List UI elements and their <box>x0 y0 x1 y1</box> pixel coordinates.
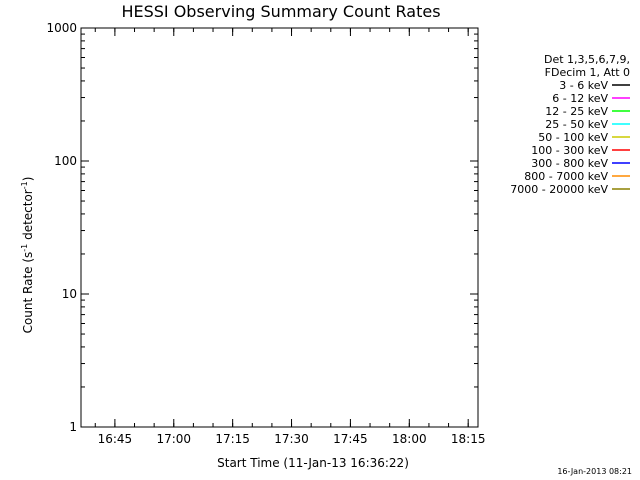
axes: 1 10 100 1000 16:45 17:00 17:15 17:30 17:45 18:00… <box>46 21 485 446</box>
x-tick-label: 16:45 <box>98 432 133 446</box>
legend-entry: 50 - 100 keV <box>538 131 608 144</box>
x-tick-label: 17:45 <box>333 432 368 446</box>
legend-entry: 7000 - 20000 keV <box>510 183 608 196</box>
y-tick-label: 1000 <box>46 21 77 35</box>
legend-header: Det 1,3,5,6,7,9, <box>544 53 630 66</box>
legend-entry: 6 - 12 keV <box>552 92 608 105</box>
legend-header: FDecim 1, Att 0 <box>545 66 630 79</box>
legend-entry: 12 - 25 keV <box>545 105 608 118</box>
x-tick-label: 17:30 <box>274 432 309 446</box>
x-tick-label: 18:15 <box>451 432 486 446</box>
y-axis-label: Count Rate (s-1 detector-1) <box>20 177 35 334</box>
legend-entry: 100 - 300 keV <box>531 144 608 157</box>
x-tick-label: 17:15 <box>215 432 250 446</box>
chart-title: HESSI Observing Summary Count Rates <box>121 2 440 21</box>
legend-entry: 25 - 50 keV <box>545 118 608 131</box>
x-tick-label: 18:00 <box>392 432 427 446</box>
x-tick-label: 17:00 <box>156 432 191 446</box>
y-tick-label: 1 <box>69 420 77 434</box>
y-tick-label: 10 <box>62 287 77 301</box>
timestamp: 16-Jan-2013 08:21 <box>557 467 632 476</box>
y-axis-label-text: Count Rate (s-1 detector-1) <box>20 177 35 334</box>
legend: Det 1,3,5,6,7,9,FDecim 1, Att 03 - 6 keV… <box>510 53 630 196</box>
legend-entry: 800 - 7000 keV <box>524 170 608 183</box>
plot-frame <box>80 27 479 428</box>
x-axis-label: Start Time (11-Jan-13 16:36:22) <box>217 456 409 470</box>
legend-entry: 3 - 6 keV <box>559 79 608 92</box>
y-tick-label: 100 <box>54 154 77 168</box>
legend-entry: 300 - 800 keV <box>531 157 608 170</box>
